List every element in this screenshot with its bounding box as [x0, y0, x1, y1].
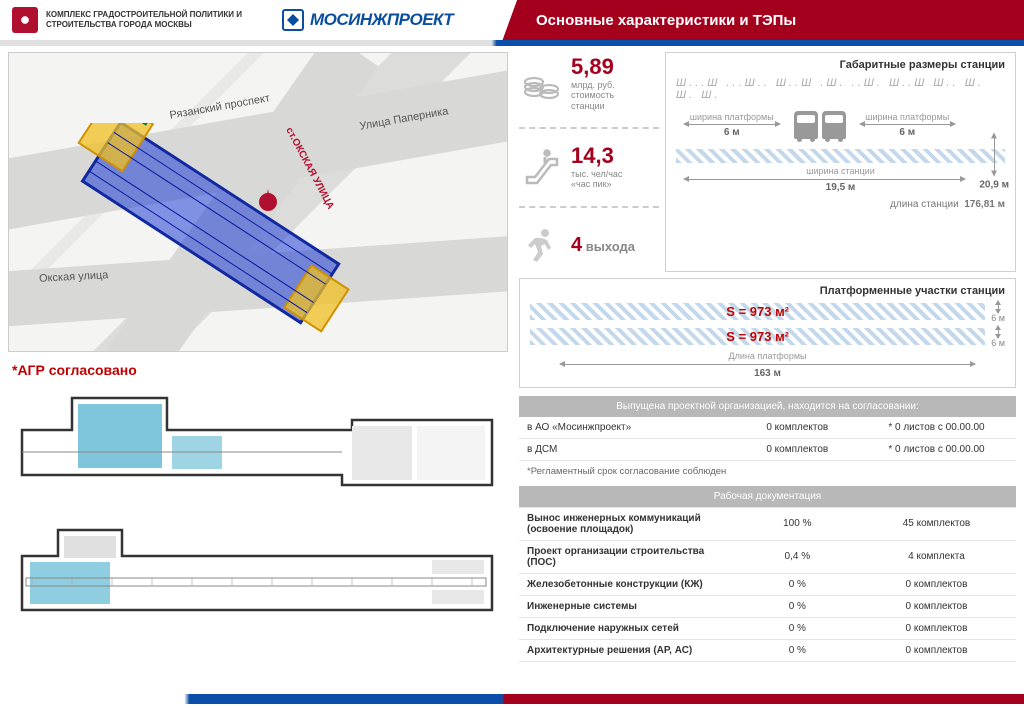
- table-row: Проект организации строительства (ПОС)0,…: [519, 540, 1016, 573]
- platforms-title: Платформенные участки станции: [530, 285, 1005, 297]
- header-diagonal: [500, 0, 520, 40]
- stat-separator: [519, 206, 659, 208]
- header-org-block: КОМПЛЕКС ГРАДОСТРОИТЕЛЬНОЙ ПОЛИТИКИ И СТ…: [0, 0, 270, 40]
- table-row: Железобетонные конструкции (КЖ)0 %0 комп…: [519, 573, 1016, 595]
- moscow-emblem-icon: [12, 7, 38, 33]
- page-title: Основные характеристики и ТЭПы: [520, 0, 1024, 40]
- right-column: 5,89 млрд. руб. стоимость станции 14,3 т…: [515, 46, 1024, 708]
- floorplan-lower: [12, 518, 502, 628]
- platform-row: S = 973 м² 6 м: [530, 326, 1005, 348]
- header: КОМПЛЕКС ГРАДОСТРОИТЕЛЬНОЙ ПОЛИТИКИ И СТ…: [0, 0, 1024, 40]
- stat-exits: 4 выхода: [519, 220, 659, 272]
- site-map: Рязанский проспект Окская улица ст.ОКСКА…: [8, 52, 508, 352]
- org-name-line1: КОМПЛЕКС ГРАДОСТРОИТЕЛЬНОЙ ПОЛИТИКИ И: [46, 10, 242, 20]
- dims-title: Габаритные размеры станции: [676, 59, 1005, 71]
- cost-label: млрд. руб. стоимость станции: [571, 80, 615, 111]
- logo-text: МОСИНЖПРОЕКТ: [310, 10, 453, 30]
- track-pattern: Ш...Ш ...Ш.. Ш..Ш .Ш. ..Ш. Ш..Ш Ш.. Ш. Ш…: [676, 77, 1005, 101]
- footer-stripe: [0, 694, 1024, 704]
- stats-and-dims: 5,89 млрд. руб. стоимость станции 14,3 т…: [519, 52, 1016, 272]
- left-column: Рязанский проспект Окская улица ст.ОКСКА…: [0, 46, 515, 708]
- cost-value: 5,89: [571, 56, 615, 78]
- train-icon: [822, 111, 846, 139]
- running-person-icon: [519, 224, 563, 268]
- approval-table: Выпущена проектной организацией, находит…: [519, 396, 1016, 482]
- table-row: в ДСМ0 комплектов* 0 листов с 00.00.00: [519, 438, 1016, 460]
- station-length: длина станции 176,81 м: [676, 199, 1005, 210]
- table-row: Подключение наружных сетей0 %0 комплекто…: [519, 617, 1016, 639]
- coins-icon: [519, 62, 563, 106]
- platform-width-left: ширина платформы 6 м: [676, 112, 788, 138]
- floorplan-upper: [12, 390, 502, 500]
- logo-block: МОСИНЖПРОЕКТ: [270, 0, 500, 40]
- platform-width-right: ширина платформы 6 м: [852, 112, 964, 138]
- agr-note: *АГР согласовано: [12, 362, 515, 378]
- platform-row: S = 973 м² 6 м: [530, 301, 1005, 323]
- floorplans: [8, 386, 515, 708]
- train-icon: [794, 111, 818, 139]
- station-height: 20,9 м: [979, 133, 1009, 190]
- dimensions-box: Габаритные размеры станции Ш...Ш ...Ш.. …: [665, 52, 1016, 272]
- table-row: Архитектурные решения (АР, АС)0 %0 компл…: [519, 639, 1016, 661]
- stat-separator: [519, 127, 659, 129]
- main: Рязанский проспект Окская улица ст.ОКСКА…: [0, 46, 1024, 708]
- docs-header: Рабочая документация: [519, 486, 1016, 508]
- docs-table: Рабочая документация Вынос инженерных ко…: [519, 486, 1016, 662]
- org-name: КОМПЛЕКС ГРАДОСТРОИТЕЛЬНОЙ ПОЛИТИКИ И СТ…: [46, 10, 242, 29]
- key-stats: 5,89 млрд. руб. стоимость станции 14,3 т…: [519, 52, 659, 272]
- flow-value: 14,3: [571, 145, 622, 167]
- exits-text: 4 выхода: [571, 234, 635, 257]
- org-name-line2: СТРОИТЕЛЬСТВА ГОРОДА МОСКВЫ: [46, 20, 242, 30]
- table-row: Вынос инженерных коммуникаций (освоение …: [519, 507, 1016, 540]
- stat-cost: 5,89 млрд. руб. стоимость станции: [519, 52, 659, 115]
- escalator-icon: [519, 145, 563, 189]
- platforms-box: Платформенные участки станции S = 973 м²…: [519, 278, 1016, 388]
- station-hatched: [676, 149, 1005, 163]
- stat-flow: 14,3 тыс. чел/час «час пик»: [519, 141, 659, 194]
- table-row: Инженерные системы0 %0 комплектов: [519, 595, 1016, 617]
- flow-label: тыс. чел/час «час пик»: [571, 169, 622, 190]
- train-icons: [794, 111, 846, 139]
- approval-footnote: *Регламентный срок согласование соблюден: [519, 460, 1016, 482]
- table-row: в АО «Мосинжпроект»0 комплектов* 0 листо…: [519, 417, 1016, 439]
- approval-header: Выпущена проектной организацией, находит…: [519, 396, 1016, 417]
- logo-icon: [282, 9, 304, 31]
- station-overlay: [69, 123, 369, 333]
- platform-length: Длина платформы 163 м: [530, 351, 1005, 379]
